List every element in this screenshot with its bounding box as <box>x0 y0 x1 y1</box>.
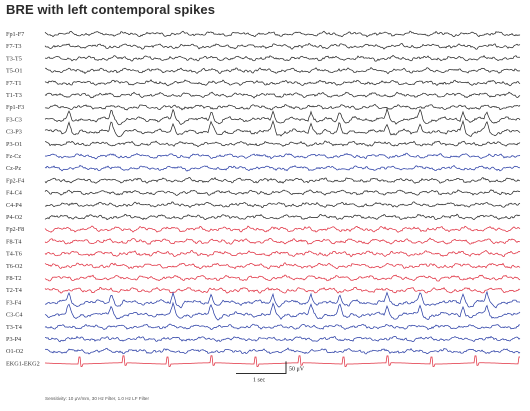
footer-text: Sensitivity: 10 μV/mm, 30 Hz Filter, 1.0… <box>45 396 149 401</box>
channel-label: Fp1-F3 <box>6 104 24 111</box>
channel-label: C4-P4 <box>6 202 22 209</box>
channel-trace <box>44 301 521 321</box>
channel-trace <box>44 140 521 148</box>
channel-trace <box>44 176 521 184</box>
channel-trace <box>44 213 521 221</box>
channel-label: Fp2-F8 <box>6 226 24 233</box>
amplitude-calibration-label: 50 μV <box>289 366 305 372</box>
channel-label: O1-O2 <box>6 348 23 355</box>
channel-trace <box>44 323 521 331</box>
calibration-bar <box>236 361 287 374</box>
channel-label: F7-T1 <box>6 80 21 87</box>
channel-label: F3-C3 <box>6 116 22 123</box>
channel-label: F8-T4 <box>6 238 21 245</box>
channel-label: C3-P3 <box>6 129 22 136</box>
channel-trace <box>44 262 521 270</box>
channel-trace <box>44 249 521 258</box>
channel-trace <box>44 347 521 355</box>
channel-label: T3-T4 <box>6 324 22 331</box>
channel-trace <box>44 237 521 245</box>
channel-label: P3-O1 <box>6 141 22 148</box>
chart-title: BRE with left contemporal spikes <box>6 2 216 17</box>
channel-trace <box>44 164 521 172</box>
channel-label: T1-T3 <box>6 92 22 99</box>
channel-label: F3-F4 <box>6 299 21 306</box>
channel-label: T5-O1 <box>6 68 23 75</box>
channel-trace <box>44 274 521 282</box>
channel-label: P4-O2 <box>6 214 22 221</box>
channel-trace <box>44 335 521 343</box>
channel-trace <box>44 286 521 294</box>
channel-labels: Fp1-F7 F7-T3 T3-T5 T5-O1 F7-T1 T1-T3 Fp1-F3 F3-… <box>6 31 40 367</box>
channel-label: Fp1-F7 <box>6 31 24 38</box>
channel-label: Fp2-F4 <box>6 177 24 184</box>
channel-trace <box>44 91 521 99</box>
channel-trace <box>44 355 521 367</box>
channel-trace <box>44 103 521 111</box>
channel-traces <box>44 30 521 367</box>
channel-label: F8-T2 <box>6 275 21 282</box>
channel-trace <box>44 54 521 62</box>
channel-label: EKG1-EKG2 <box>6 360 40 367</box>
time-calibration-label: 1 sec <box>253 377 265 383</box>
channel-trace <box>44 79 521 87</box>
channel-trace <box>44 30 521 38</box>
channel-trace <box>44 189 521 196</box>
channel-trace <box>44 225 521 233</box>
channel-label: Fz-Cz <box>6 153 21 160</box>
channel-label: Cz-Pz <box>6 165 21 172</box>
channel-label: T3-T5 <box>6 55 22 62</box>
channel-trace <box>44 152 521 160</box>
channel-trace <box>44 201 521 209</box>
calibration-marker: 1 sec 50 μV <box>236 361 305 383</box>
channel-label: T4-T6 <box>6 251 22 258</box>
channel-label: F4-C4 <box>6 190 22 197</box>
channel-trace <box>44 107 521 126</box>
recording-settings-footer: Sensitivity: 10 μV/mm, 30 Hz Filter, 1.0… <box>45 396 149 401</box>
channel-label: T6-O2 <box>6 263 23 270</box>
channel-trace <box>44 119 521 138</box>
channel-label: C3-C4 <box>6 312 23 319</box>
channel-trace <box>44 290 521 309</box>
channel-label: T2-T4 <box>6 287 22 294</box>
channel-label: F7-T3 <box>6 43 21 50</box>
channel-trace <box>44 42 521 50</box>
channel-trace <box>44 67 521 75</box>
channel-label: P3-P4 <box>6 336 21 343</box>
